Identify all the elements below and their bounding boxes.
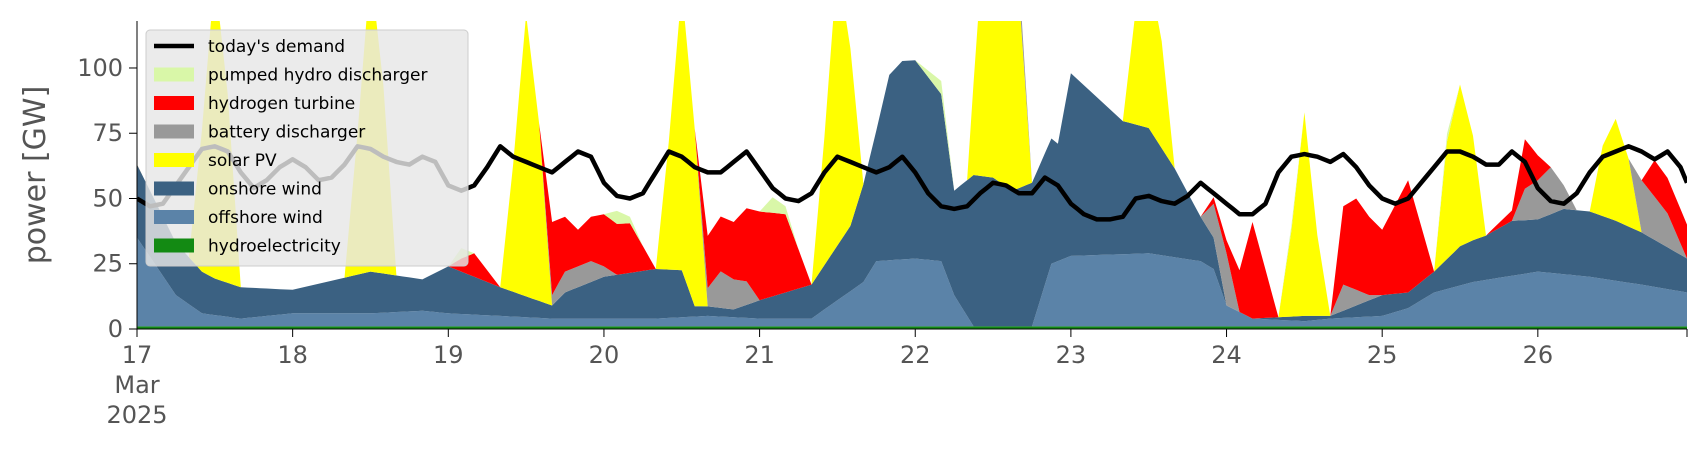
x-tick-label: 24 — [1211, 341, 1242, 369]
legend-item-offshore-wind: offshore wind — [154, 208, 323, 228]
legend-swatch — [154, 181, 194, 196]
x-tick-label: 26 — [1523, 341, 1554, 369]
legend: today's demand pumped hydro discharger hyd… — [145, 29, 469, 267]
y-axis-title: power [GW] — [18, 86, 53, 265]
legend-label: battery discharger — [208, 123, 365, 143]
legend-swatch — [154, 124, 194, 139]
area-onshore-wind — [137, 60, 1687, 327]
legend-swatch — [154, 210, 194, 224]
legend-swatch — [154, 153, 194, 167]
y-ticks: 0 25 50 75 100 — [77, 54, 137, 343]
area-solar-pv — [137, 21, 1687, 319]
legend-swatch — [154, 96, 194, 110]
y-tick-label: 75 — [92, 119, 123, 147]
x-tick-label: 23 — [1056, 341, 1087, 369]
legend-item-onshore-wind: onshore wind — [154, 180, 322, 200]
legend-label: hydroelectricity — [208, 237, 341, 257]
legend-swatch — [154, 67, 194, 82]
y-tick-label: 0 — [108, 315, 123, 343]
legend-item-pumped-hydro-discharger: pumped hydro discharger — [154, 66, 427, 86]
legend-item-hydroelectricity: hydroelectricity — [154, 237, 341, 257]
legend-item-solar-pv: solar PV — [154, 151, 277, 171]
y-tick-label: 25 — [92, 250, 123, 278]
legend-label: today's demand — [208, 37, 345, 57]
legend-label: offshore wind — [208, 208, 323, 228]
x-tick-month: Mar — [114, 371, 159, 399]
stacked-areas — [137, 21, 1687, 329]
x-tick-year: 2025 — [106, 401, 167, 429]
legend-label: onshore wind — [208, 180, 322, 200]
x-tick-label: 19 — [433, 341, 464, 369]
y-tick-label: 100 — [77, 54, 123, 82]
legend-label: pumped hydro discharger — [208, 66, 427, 86]
legend-box — [145, 29, 469, 267]
x-tick-label: 25 — [1367, 341, 1398, 369]
y-tick-label: 50 — [92, 184, 123, 212]
legend-label: hydrogen turbine — [208, 94, 355, 114]
x-tick-label: 17 — [122, 341, 153, 369]
x-tick-label: 21 — [744, 341, 775, 369]
legend-item-hydrogen-turbine: hydrogen turbine — [154, 94, 355, 114]
x-tick-label: 20 — [589, 341, 620, 369]
area-hydroelectricity — [137, 326, 1687, 329]
area-offshore-wind — [137, 237, 1687, 327]
x-tick-label: 18 — [277, 341, 308, 369]
legend-item-battery-discharger: battery discharger — [154, 123, 365, 143]
legend-item-today-s-demand: today's demand — [154, 37, 345, 57]
x-tick-label: 22 — [900, 341, 931, 369]
legend-swatch — [154, 238, 194, 253]
legend-label: solar PV — [208, 151, 277, 171]
